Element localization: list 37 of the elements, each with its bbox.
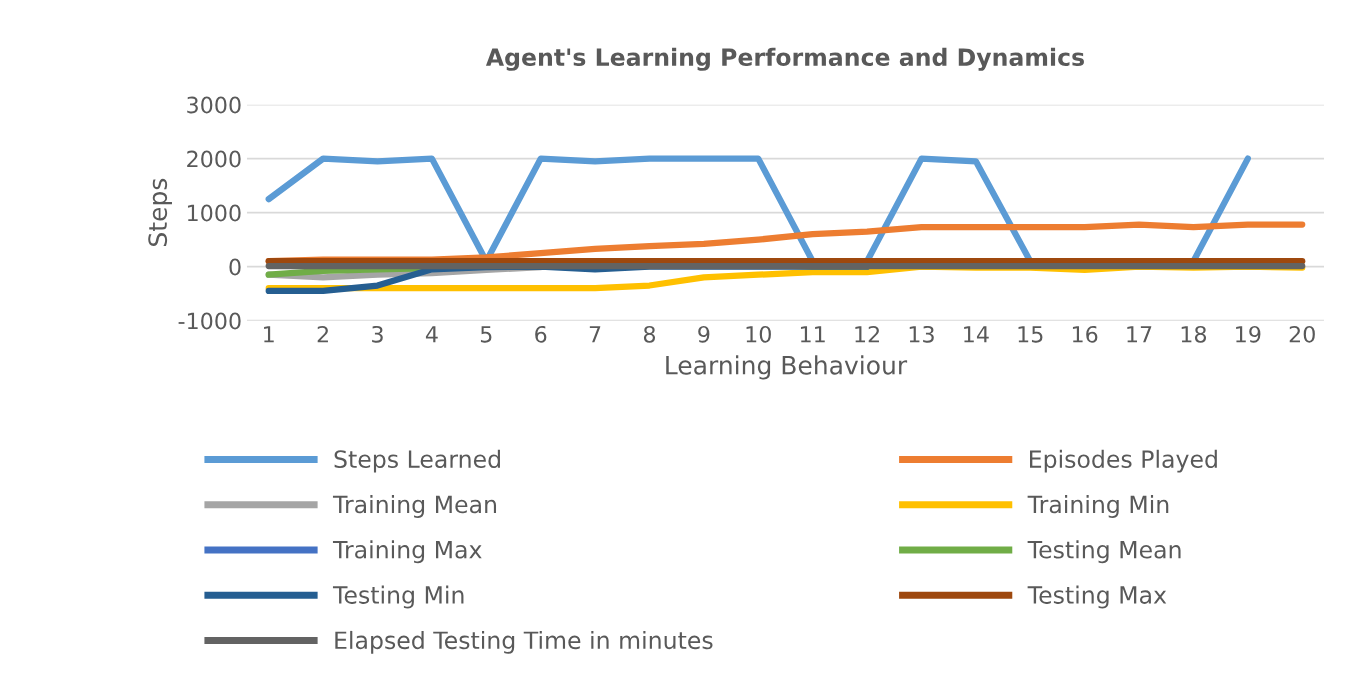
x-tick-label: 6 bbox=[535, 325, 547, 343]
legend-label: Elapsed Testing Time in minutes bbox=[335, 630, 713, 654]
x-tick-label: 9 bbox=[698, 325, 710, 343]
x-tick-label: 10 bbox=[746, 325, 771, 343]
x-tick-label: 17 bbox=[1127, 326, 1152, 343]
x-tick-label: 11 bbox=[800, 326, 825, 343]
chart-title: Agent's Learning Performance and Dynamics bbox=[485, 47, 1084, 71]
legend-label: Testing Max bbox=[1027, 585, 1167, 609]
legend-label: Testing Mean bbox=[1027, 540, 1181, 564]
x-tick-label: 19 bbox=[1236, 325, 1261, 343]
legend-label: Training Min bbox=[1027, 495, 1169, 518]
x-tick-label: 3 bbox=[372, 325, 383, 343]
x-tick-label: 2 bbox=[317, 325, 328, 343]
y-tick-label: 2000 bbox=[187, 150, 241, 168]
x-tick-label: 5 bbox=[480, 326, 492, 343]
x-tick-label: 16 bbox=[1072, 325, 1098, 343]
y-tick-label: 0 bbox=[229, 258, 241, 276]
x-tick-label: 20 bbox=[1289, 325, 1315, 343]
legend-label: Training Max bbox=[332, 540, 482, 564]
x-tick-label: 13 bbox=[909, 325, 934, 343]
x-axis-title: Learning Behaviour bbox=[666, 355, 908, 380]
y-tick-label: 3000 bbox=[187, 96, 241, 114]
y-tick-label: 1000 bbox=[187, 204, 241, 222]
x-tick-label: 7 bbox=[589, 326, 601, 343]
x-tick-label: 15 bbox=[1018, 326, 1043, 343]
legend-label: Testing Min bbox=[332, 585, 464, 609]
x-tick-label: 12 bbox=[855, 325, 879, 343]
x-tick-label: 8 bbox=[643, 325, 656, 343]
legend-label: Steps Learned bbox=[334, 449, 500, 473]
y-axis-title: Steps bbox=[148, 178, 172, 246]
x-tick-label: 1 bbox=[264, 326, 274, 343]
legend-label: Episodes Played bbox=[1030, 449, 1217, 473]
x-tick-label: 18 bbox=[1181, 325, 1207, 343]
legend-label: Training Mean bbox=[332, 495, 497, 518]
x-tick-label: 4 bbox=[425, 326, 438, 343]
y-tick-label: -1000 bbox=[178, 312, 241, 330]
x-tick-label: 14 bbox=[964, 326, 989, 343]
